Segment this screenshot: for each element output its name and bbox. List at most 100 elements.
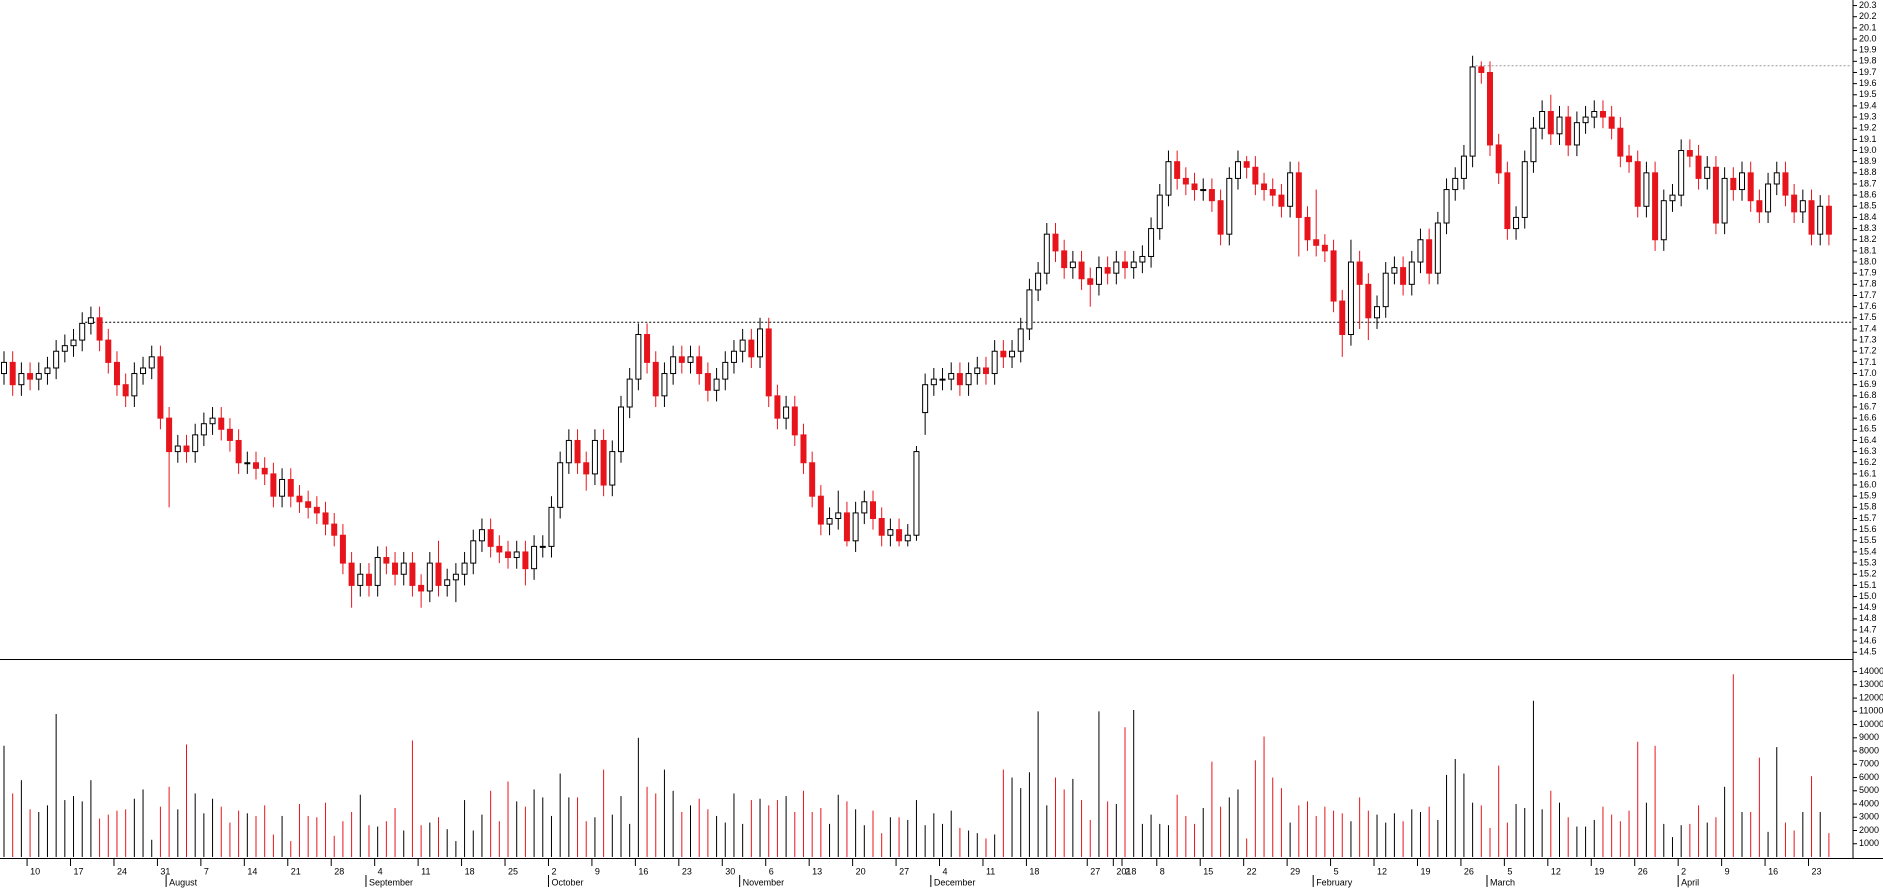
candle-body — [157, 356, 164, 419]
y-tick-label: 16.8 — [1859, 390, 1877, 400]
y-tick-label: 15.0 — [1859, 591, 1877, 601]
y-tick-label: 17.8 — [1859, 279, 1877, 289]
x-tick-label: 19 — [1420, 866, 1430, 876]
candle-body — [1469, 66, 1476, 157]
candle-body — [452, 573, 459, 581]
y-tick-label: 18.2 — [1859, 234, 1877, 244]
candle-body — [1365, 283, 1372, 319]
candle-body — [383, 557, 390, 564]
y-tick-label: 17.6 — [1859, 301, 1877, 311]
candle-body — [435, 562, 442, 586]
candle-body — [339, 534, 346, 564]
y-tick-label: 16.4 — [1859, 435, 1877, 445]
candle-body — [791, 406, 798, 436]
candle-body — [1313, 239, 1320, 246]
candle-body — [244, 462, 251, 465]
y-tick-label: 17.2 — [1859, 346, 1877, 356]
candle-body — [730, 350, 737, 363]
candle-body — [1287, 172, 1294, 207]
y-tick-label: 19.7 — [1859, 67, 1877, 77]
candle-body — [1156, 194, 1163, 230]
candle-body — [1591, 111, 1598, 118]
candle-body — [1565, 116, 1572, 146]
candle-body — [70, 339, 77, 347]
candle-body — [1113, 261, 1120, 274]
x-tick-label: 4 — [943, 866, 948, 876]
candle-body — [105, 339, 112, 363]
candle-body — [722, 361, 729, 380]
y-tick-label: 19.6 — [1859, 78, 1877, 88]
candle-body — [1452, 177, 1459, 191]
candle-body — [1573, 122, 1580, 146]
y-tick-label: 15.3 — [1859, 557, 1877, 567]
candle-body — [1174, 161, 1181, 179]
x-tick-label: 29 — [1290, 866, 1300, 876]
candle-body — [1495, 144, 1502, 174]
candle-body — [313, 506, 320, 514]
candle-body — [461, 562, 468, 575]
x-tick-label: 9 — [1725, 866, 1730, 876]
y-tick-label: 14.7 — [1859, 624, 1877, 634]
x-tick-label: 9 — [595, 866, 600, 876]
y-tick-label: 19.3 — [1859, 111, 1877, 121]
candle-body — [174, 445, 181, 453]
x-tick-label: 24 — [117, 866, 127, 876]
y-tick-label: 18.6 — [1859, 190, 1877, 200]
x-tick-label: 31 — [160, 866, 170, 876]
candle-body — [1182, 177, 1189, 185]
x-tick-label: 11 — [421, 866, 430, 876]
month-label: August — [169, 877, 198, 887]
candle-body — [1026, 289, 1033, 330]
candle-body — [400, 562, 407, 575]
candle-body — [140, 367, 147, 375]
candle-body — [1817, 205, 1824, 235]
candle-body — [1009, 350, 1016, 358]
x-tick-label: 16 — [638, 866, 648, 876]
x-tick-label: 23 — [682, 866, 692, 876]
candle-body — [235, 439, 242, 464]
x-tick-label: 7 — [204, 866, 209, 876]
candle-body — [1747, 172, 1754, 202]
candle-body — [1226, 177, 1233, 235]
candle-body — [1599, 111, 1606, 118]
candle-body — [1104, 267, 1111, 274]
candle-body — [1704, 166, 1711, 179]
candle-body — [226, 428, 233, 441]
candle-body — [1095, 267, 1102, 285]
candle-body — [1330, 250, 1337, 302]
candle-body — [922, 384, 929, 414]
y-tick-label: 16.7 — [1859, 401, 1877, 411]
candle-body — [1165, 161, 1172, 196]
candle-body — [1, 361, 7, 375]
candle-body — [1382, 272, 1389, 308]
y-tick-label: 17.4 — [1859, 323, 1877, 333]
candle-body — [513, 551, 520, 559]
y-tick-label: 15.5 — [1859, 535, 1877, 545]
candle-body — [1304, 216, 1311, 241]
candle-body — [1695, 155, 1702, 179]
candle-body — [817, 495, 824, 525]
candle-body — [27, 373, 34, 380]
month-label: December — [934, 877, 976, 887]
candle-body — [1756, 200, 1763, 213]
candle-body — [166, 417, 173, 453]
candle-body — [1808, 200, 1815, 235]
candle-body — [1504, 172, 1511, 230]
candle-body — [1825, 205, 1832, 235]
x-tick-label: 2 — [1681, 866, 1686, 876]
month-label: October — [551, 877, 583, 887]
candle-body — [79, 322, 86, 341]
candle-body — [904, 534, 911, 542]
candle-body — [835, 512, 842, 520]
y-tick-label: 18.9 — [1859, 156, 1877, 166]
candle-body — [557, 462, 564, 508]
y-tick-label: 18.1 — [1859, 245, 1877, 255]
x-tick-label: 2 — [1125, 866, 1130, 876]
y-tick-label: 19.4 — [1859, 100, 1877, 110]
candle-body — [591, 439, 598, 475]
candle-body — [331, 523, 338, 536]
candle-body — [1721, 177, 1728, 224]
candle-body — [1191, 183, 1198, 191]
candle-body — [878, 518, 885, 536]
candle-body — [1000, 350, 1007, 358]
